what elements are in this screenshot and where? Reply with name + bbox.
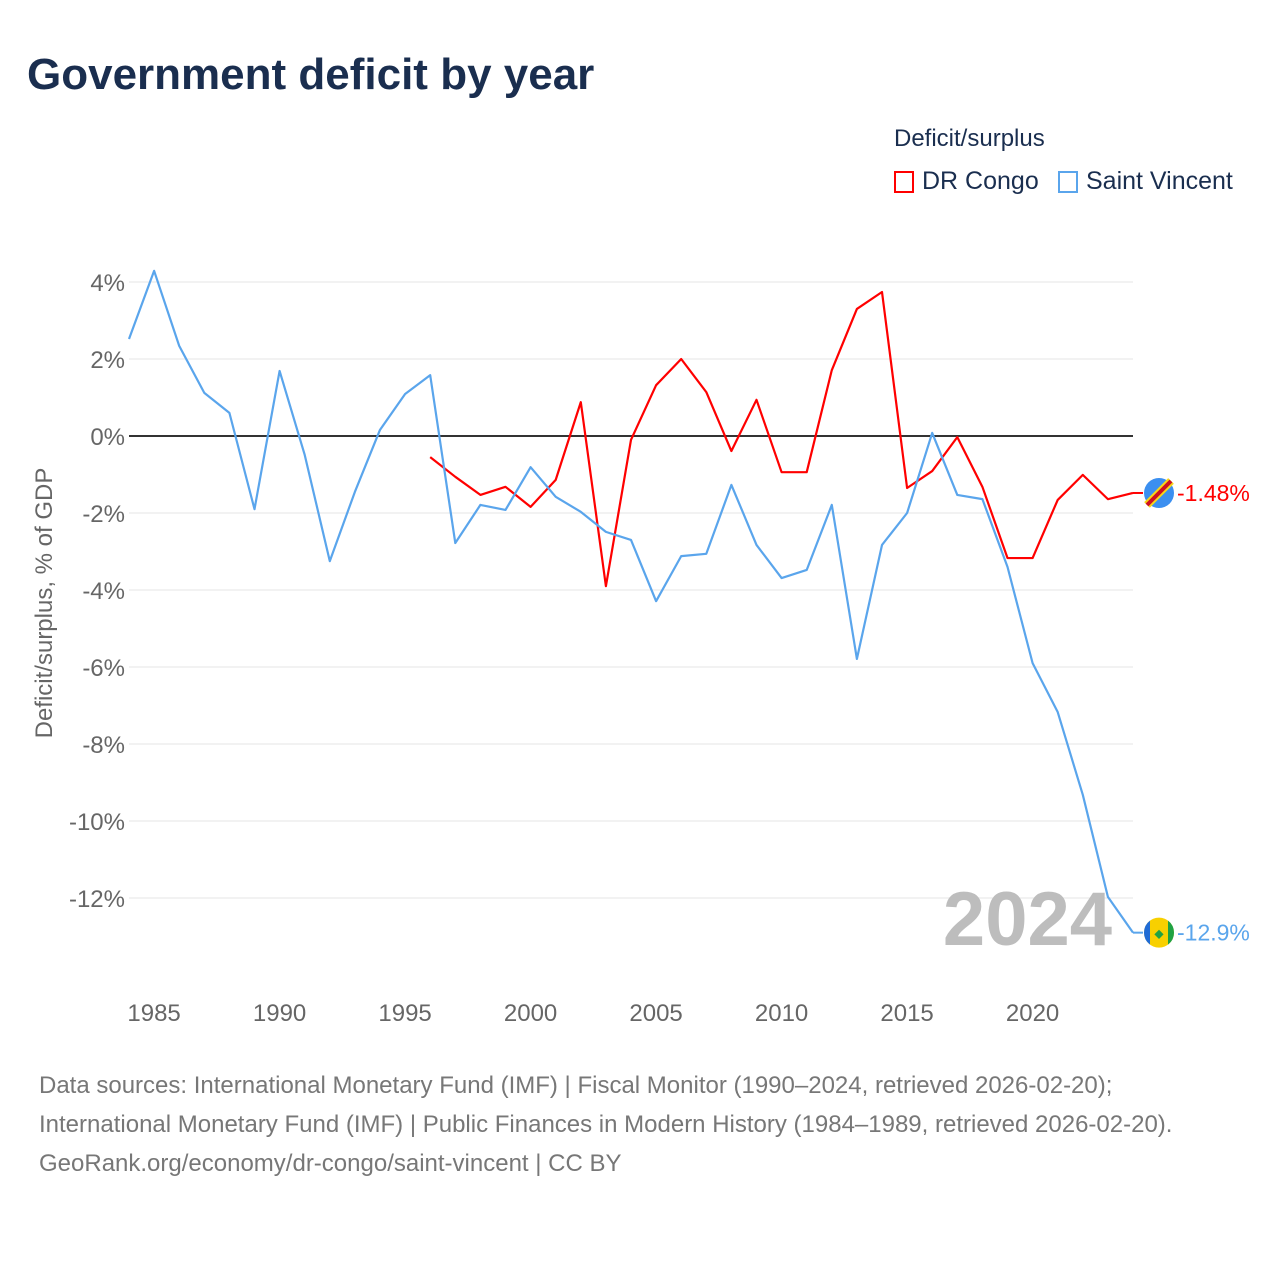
y-axis-title: Deficit/surplus, % of GDP	[31, 468, 58, 739]
y-tick-label: -6%	[82, 655, 125, 682]
x-tick-label: 1995	[378, 1000, 431, 1027]
legend-item-saint-vincent[interactable]: Saint Vincent	[1058, 167, 1233, 196]
flag-saint-vincent-icon	[1144, 917, 1174, 948]
y-tick-label: -4%	[82, 578, 125, 605]
year-watermark: 2024	[943, 877, 1112, 962]
end-value-label: -12.9%	[1177, 920, 1250, 946]
legend-swatch-saint-vincent	[1058, 170, 1078, 193]
x-tick-label: 2005	[629, 1000, 682, 1027]
y-tick-label: 4%	[90, 270, 125, 297]
flag-diamonds: ◆	[1154, 927, 1164, 941]
flag-stripe	[1145, 479, 1173, 507]
y-tick-label: -8%	[82, 732, 125, 759]
series-line-dr-congo	[429, 290, 1134, 588]
x-tick-label: 2020	[1006, 1000, 1059, 1027]
flag-stripe	[1168, 920, 1174, 945]
legend-label: Saint Vincent	[1086, 167, 1233, 195]
legend-label: DR Congo	[922, 167, 1039, 195]
flag-stripe	[1144, 920, 1150, 945]
y-tick-label: -12%	[69, 886, 125, 913]
y-tick-label: -10%	[69, 809, 125, 836]
attribution-link[interactable]: GeoRank.org/economy/dr-congo/saint-vince…	[39, 1150, 622, 1177]
legend-title: Deficit/surplus	[894, 125, 1045, 152]
x-tick-label: 2000	[504, 1000, 557, 1027]
chart-title: Government deficit by year	[27, 50, 595, 99]
x-tick-label: 2010	[755, 1000, 808, 1027]
end-value-label: -1.48%	[1177, 480, 1250, 506]
x-tick-label: 1990	[253, 1000, 306, 1027]
sources-note: Data sources: International Monetary Fun…	[39, 1066, 1239, 1183]
y-tick-label: -2%	[82, 501, 125, 528]
x-tick-label: 2015	[880, 1000, 933, 1027]
x-tick-label: 1985	[127, 1000, 180, 1027]
legend-swatch-dr-congo	[894, 170, 914, 193]
data-sources: Data sources: International Monetary Fun…	[39, 1072, 1173, 1138]
y-tick-label: 0%	[90, 424, 125, 451]
y-tick-label: 2%	[90, 347, 125, 374]
series-line-saint-vincent	[127, 269, 1134, 934]
legend-item-dr-congo[interactable]: DR Congo	[894, 167, 1039, 196]
